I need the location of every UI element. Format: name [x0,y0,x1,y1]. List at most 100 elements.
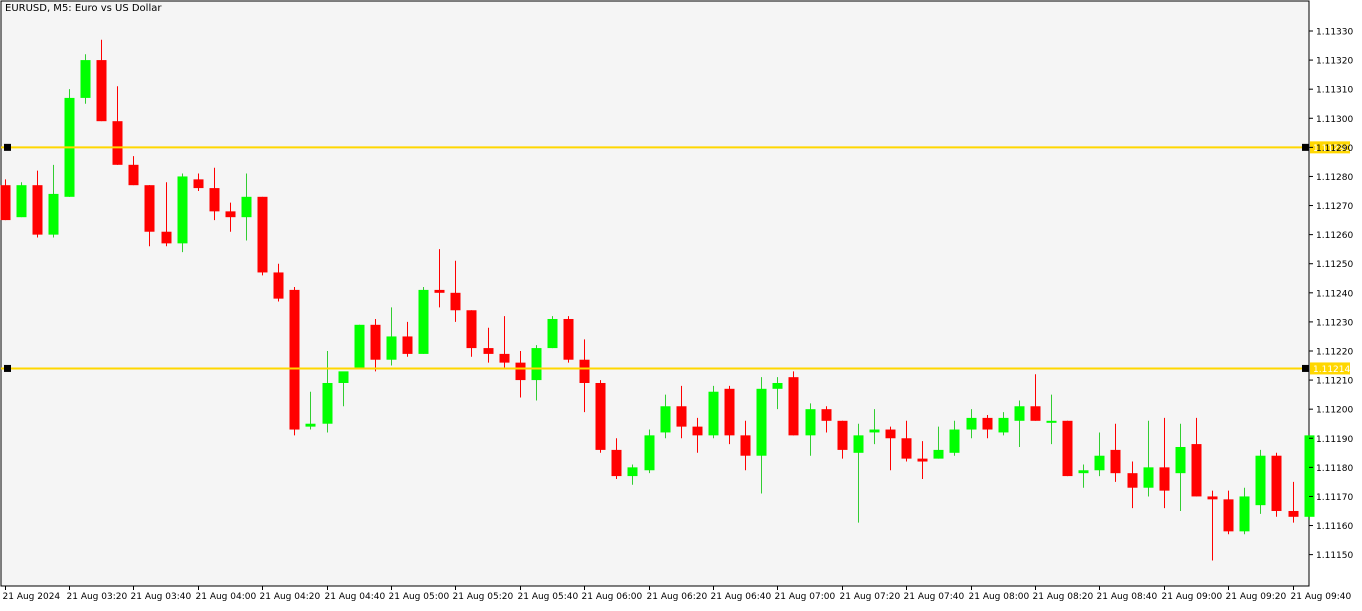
bull-candle [644,429,655,474]
bull-candle [177,173,188,253]
candle-body [483,348,494,354]
candle-body [1239,496,1250,532]
bull-candle [80,54,91,104]
candle-body [1062,420,1073,477]
bear-candle [563,316,574,363]
bull-candle [949,420,960,456]
candle-body [370,324,381,360]
y-tick-label: 1.11210 [1316,377,1353,387]
candle-body [1191,444,1202,497]
bull-candle [1014,400,1025,447]
bear-candle [1127,461,1138,509]
candle-body [1110,449,1121,474]
candle-body [708,391,719,436]
bear-candle [466,310,477,357]
candle-body [112,121,123,165]
y-tick-label: 1.11160 [1316,522,1353,532]
bull-candle [64,89,75,197]
candle-body [1159,467,1170,491]
bear-candle [225,202,236,232]
x-tick-label: 21 Aug 09:20 [1226,592,1287,602]
bear-candle [595,380,606,453]
y-tick-label: 1.11330 [1316,28,1353,38]
candle-body [418,289,429,354]
candle-body [0,185,11,221]
candle-body [756,388,767,456]
y-tick-label: 1.11320 [1316,57,1353,67]
bear-candle [579,339,590,413]
candle-body [1046,420,1057,423]
candle-body [450,292,461,311]
bull-candle [966,409,977,439]
bull-candle [660,394,671,439]
level-price-tag [1310,362,1350,375]
candle-body [1207,496,1218,500]
candle-body [788,377,799,436]
bear-candle [515,350,526,398]
candle-body [322,382,333,424]
bull-candle [756,377,767,494]
y-tick-label: 1.11240 [1316,289,1353,299]
bear-candle [32,170,43,238]
candle-body [305,423,316,427]
candle-body [466,310,477,349]
candle-body [692,426,703,436]
bear-candle [1288,481,1299,523]
candle-body [434,289,445,293]
candle-body [289,289,300,430]
candle-body [547,318,558,349]
candle-body [1094,455,1105,471]
x-tick-label: 21 Aug 04:00 [196,592,257,602]
x-tick-label: 21 Aug 2024 [3,592,61,602]
candle-body [563,318,574,360]
candle-body [515,362,526,381]
x-tick-label: 21 Aug 03:40 [131,592,192,602]
bull-candle [16,182,27,218]
x-tick-label: 21 Aug 06:00 [582,592,643,602]
bear-candle [982,414,993,439]
y-tick-label: 1.11190 [1316,435,1353,445]
candle-body [853,435,864,453]
level-handle-right [1302,364,1309,372]
bear-candle [1191,417,1202,497]
level-lines-group: 1.11290 1.11214 [1,141,1350,375]
level-price-label: 1.11214 [1313,365,1350,375]
bear-candle [499,316,510,369]
bear-candle [901,420,912,462]
bear-candle [676,385,687,439]
bear-candle [128,156,139,186]
bear-candle [1110,423,1121,482]
bear-candle [450,260,461,322]
candle-body [1143,467,1154,488]
bear-candle [193,173,204,191]
bull-candle [241,173,252,241]
candle-body [96,60,107,122]
candle-body [772,382,783,389]
price-level: 1.11290 [1,141,1350,154]
bear-candle [483,327,494,363]
x-tick-label: 21 Aug 06:20 [647,592,708,602]
x-tick-label: 21 Aug 05:00 [389,592,450,602]
bear-candle [1062,420,1073,477]
x-tick-label: 21 Aug 05:40 [518,592,579,602]
x-tick-label: 21 Aug 07:20 [840,592,901,602]
x-tick-label: 21 Aug 07:40 [904,592,965,602]
bear-candle [724,385,735,445]
candle-body [144,185,155,232]
level-handle-left [4,364,11,372]
candle-body [128,164,139,186]
bull-candle [933,426,944,459]
bear-candle [402,321,413,357]
y-tick-label: 1.11290 [1316,144,1353,154]
bull-candle [1239,487,1250,535]
bear-candle [289,286,300,436]
bull-candle [1094,432,1105,477]
bull-candle [386,307,397,366]
candle-body [885,429,896,439]
bear-candle [161,182,172,247]
y-tick-label: 1.11270 [1316,202,1353,212]
bear-candle [740,420,751,471]
x-tick-label: 21 Aug 05:20 [453,592,514,602]
